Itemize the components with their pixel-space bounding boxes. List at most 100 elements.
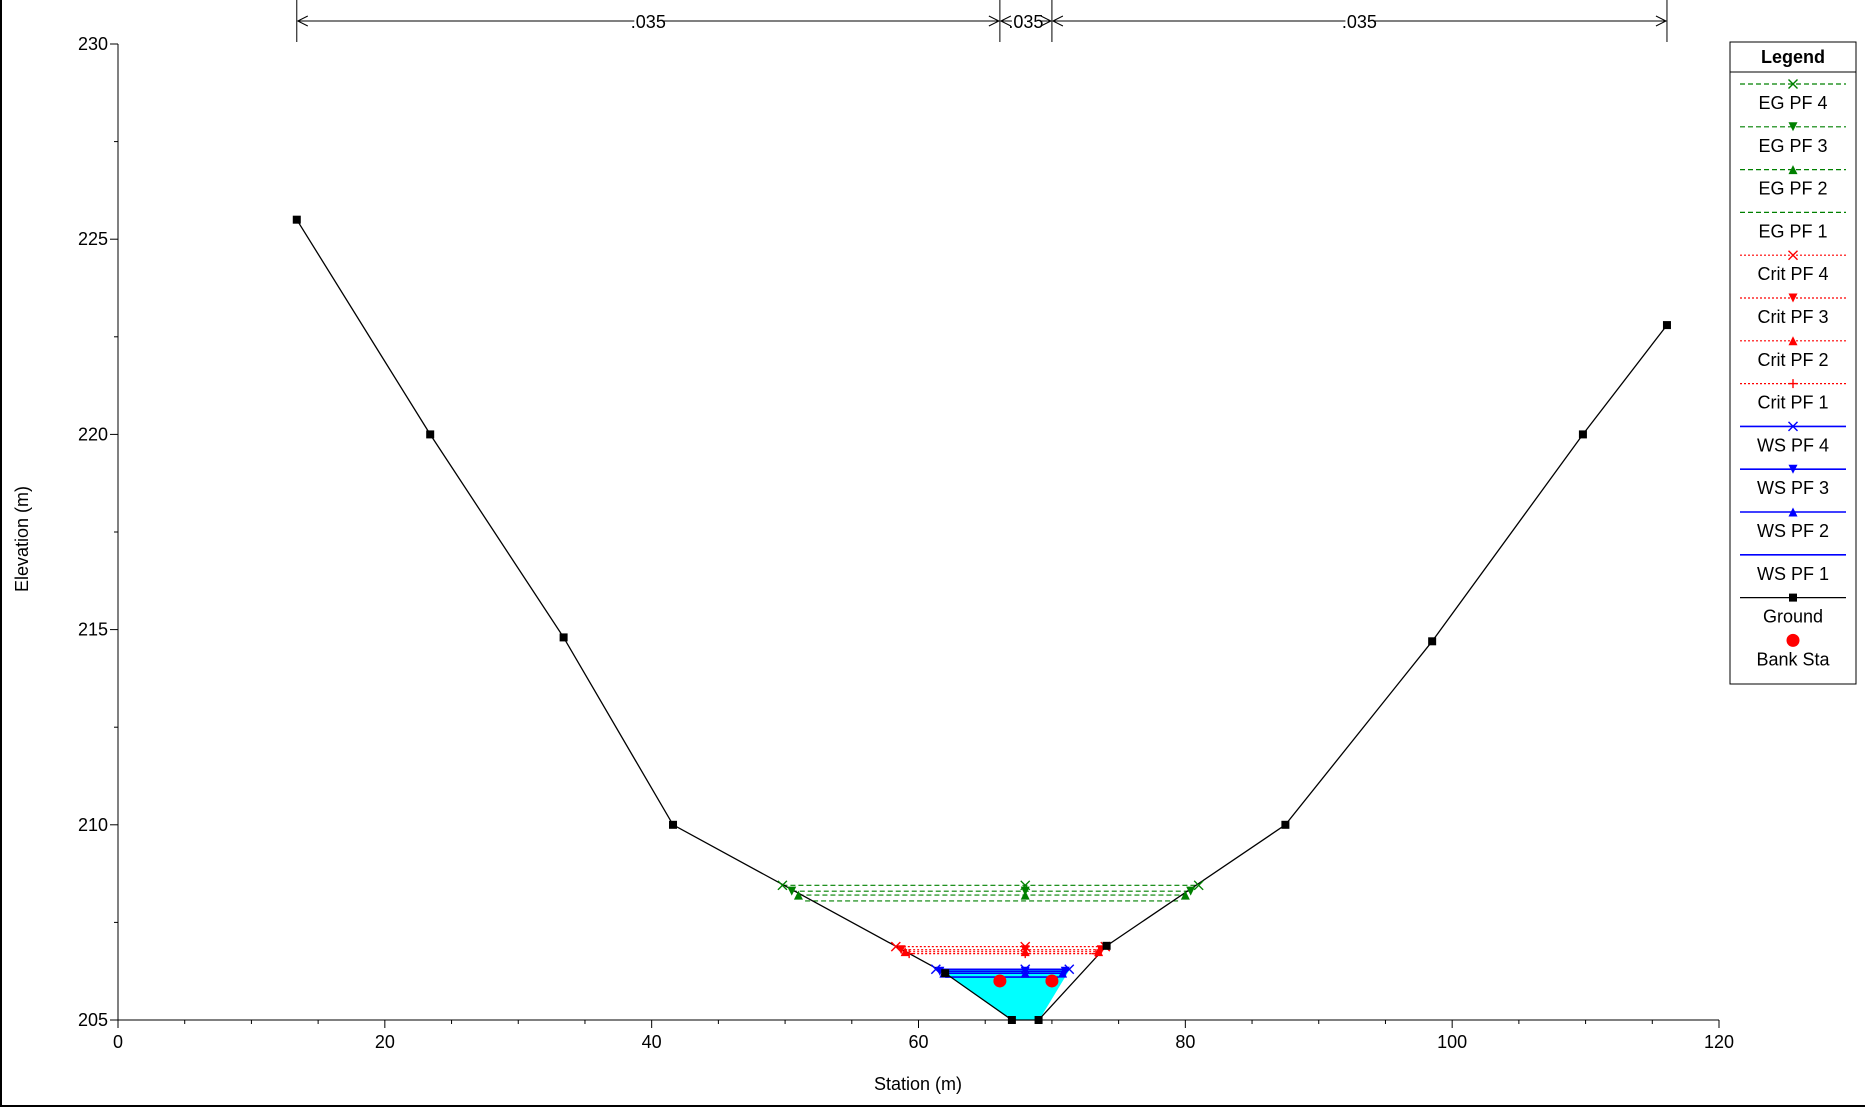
legend-entry: Crit PF 2 [1740, 336, 1846, 370]
series-marker-eg-pf-3 [787, 886, 797, 896]
legend-label: WS PF 1 [1757, 564, 1829, 584]
legend-marker [1788, 250, 1798, 261]
series-marker-eg-pf-3 [1186, 886, 1196, 896]
legend-entry: WS PF 3 [1740, 464, 1846, 498]
legend-entry: EG PF 4 [1740, 79, 1846, 113]
axes-layer: 0 20 40 60 80 100 120 205 210 215 220 225 230 [78, 34, 1734, 1052]
manning-arrowhead-right [988, 15, 1001, 27]
legend-box [1729, 41, 1857, 685]
legend-marker [1788, 336, 1798, 346]
ground-point [1578, 430, 1587, 439]
manning-n-layer: .035 .035 .035 [296, 0, 1668, 42]
y-tick-label: 230 [78, 34, 108, 54]
series-marker-eg-pf-2 [1180, 890, 1190, 900]
series-marker-ws-pf-2 [1020, 968, 1030, 978]
legend-marker [1788, 379, 1798, 389]
manning-arrowhead-right [1655, 15, 1668, 27]
legend-entry: WS PF 2 [1740, 507, 1846, 541]
legend-marker [1788, 79, 1798, 89]
series-marker-crit-pf-4 [890, 941, 901, 952]
series-marker-ws-pf-3 [935, 966, 945, 976]
legend-marker [1788, 421, 1798, 432]
legend-entry: EG PF 3 [1740, 122, 1846, 156]
legend-entry: WS PF 1 [1740, 553, 1846, 584]
x-tick-label: 20 [375, 1032, 395, 1052]
manning-n-label: .035 [1342, 12, 1377, 32]
legend-marker [1789, 593, 1797, 602]
ground-point [1662, 321, 1671, 330]
ground-point [1102, 941, 1111, 950]
markers-layer [292, 215, 1671, 1024]
y-tick-label: 215 [78, 620, 108, 640]
series-marker-ws-pf-2 [1058, 968, 1068, 978]
series-marker-crit-pf-1 [1020, 949, 1030, 959]
legend-label: WS PF 3 [1757, 478, 1829, 498]
legend-title: Legend [1761, 47, 1825, 67]
x-axis-title: Station (m) [874, 1074, 962, 1094]
legend-label: EG PF 2 [1758, 179, 1827, 199]
manning-arrowhead-left [999, 15, 1012, 27]
x-tick-label: 60 [908, 1032, 928, 1052]
legend-label: WS PF 4 [1757, 435, 1829, 455]
legend-label: EG PF 3 [1758, 136, 1827, 156]
series-marker-eg-pf-4 [777, 880, 788, 891]
legend-label: Bank Sta [1756, 649, 1830, 669]
manning-n-label: .035 [1008, 12, 1043, 32]
ground-point [941, 969, 950, 978]
legend-label: Ground [1763, 607, 1823, 627]
ground-point [1428, 637, 1437, 646]
y-tick-label: 220 [78, 424, 108, 444]
legend-marker [1786, 633, 1800, 647]
legend-entry: Crit PF 3 [1740, 293, 1846, 327]
legend-label: EG PF 1 [1758, 221, 1827, 241]
legend-entry: Crit PF 4 [1740, 250, 1846, 284]
legend-marker [1788, 464, 1798, 474]
legend-marker [1788, 122, 1798, 132]
y-tick-label: 225 [78, 229, 108, 249]
y-tick-label: 205 [78, 1010, 108, 1030]
series-marker-eg-pf-2 [1020, 890, 1030, 900]
series-marker-ws-pf-3 [1060, 966, 1070, 976]
legend-label: Crit PF 1 [1757, 393, 1828, 413]
ground-point [1281, 820, 1290, 829]
y-axis-title: Elevation (m) [12, 486, 32, 592]
legend: Legend EG PF 4 EG PF 3 EG PF 2 EG PF 1 Crit … [1729, 41, 1857, 685]
legend-label: Crit PF 4 [1757, 264, 1828, 284]
x-tick-label: 80 [1175, 1032, 1195, 1052]
ground-point [559, 633, 568, 642]
y-tick-label: 210 [78, 815, 108, 835]
x-tick-label: 40 [642, 1032, 662, 1052]
series-marker-eg-pf-4 [1193, 880, 1204, 891]
x-tick-label: 100 [1437, 1032, 1467, 1052]
legend-entries: EG PF 4 EG PF 3 EG PF 2 EG PF 1 Crit PF 4 Cri… [1740, 79, 1846, 669]
legend-label: EG PF 4 [1758, 93, 1827, 113]
ground-point [292, 215, 301, 224]
legend-entry: WS PF 4 [1740, 421, 1846, 455]
legend-entry: Bank Sta [1756, 633, 1831, 669]
legend-marker [1788, 165, 1798, 175]
legend-label: Crit PF 2 [1757, 350, 1828, 370]
bank-station-point [993, 974, 1007, 988]
legend-marker [1788, 293, 1798, 303]
ground-point [669, 820, 678, 829]
bank-station-point [1045, 974, 1059, 988]
series-marker-crit-pf-1 [904, 949, 914, 959]
legend-label: WS PF 2 [1757, 521, 1829, 541]
legend-entry: EG PF 1 [1740, 211, 1846, 241]
legend-marker [1788, 507, 1798, 517]
manning-arrowhead-right [1040, 15, 1053, 27]
legend-entry: EG PF 2 [1740, 165, 1846, 199]
ground-point [426, 430, 435, 439]
manning-arrowhead-left [1051, 15, 1064, 27]
x-tick-label: 120 [1704, 1032, 1734, 1052]
legend-label: Crit PF 3 [1757, 307, 1828, 327]
legend-entry: Ground [1740, 593, 1846, 627]
series-marker-crit-pf-1 [1091, 949, 1101, 959]
legend-entry: Crit PF 1 [1740, 379, 1846, 413]
manning-arrowhead-left [296, 15, 309, 27]
series-marker-eg-pf-2 [793, 890, 803, 900]
series-marker-crit-pf-3 [896, 945, 906, 955]
x-tick-label: 0 [113, 1032, 123, 1052]
manning-n-label: .035 [631, 12, 666, 32]
